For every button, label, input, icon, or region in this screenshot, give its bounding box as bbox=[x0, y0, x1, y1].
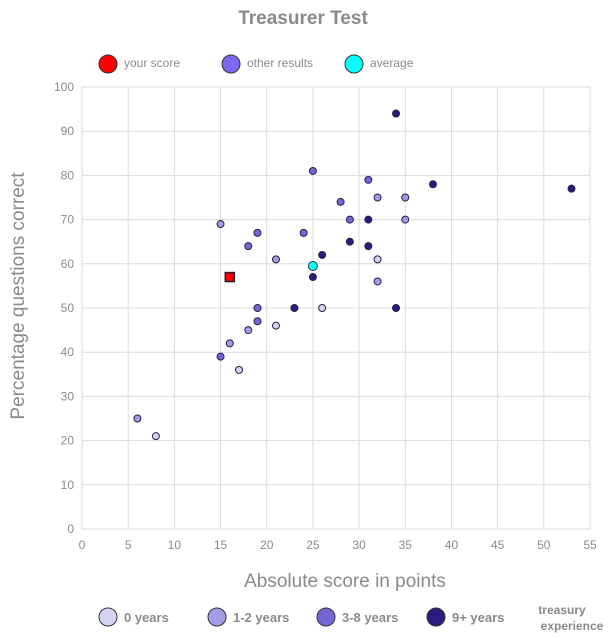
y-tick-label: 10 bbox=[61, 478, 75, 492]
data-point-1-2-years bbox=[133, 414, 142, 423]
x-tick-label: 10 bbox=[168, 538, 182, 552]
x-tick-label: 30 bbox=[352, 538, 366, 552]
x-axis-label: Absolute score in points bbox=[244, 571, 446, 592]
data-point-9-years bbox=[392, 109, 401, 118]
data-point-3-8-years bbox=[253, 317, 262, 326]
data-point-0-years bbox=[373, 255, 382, 264]
data-point-1-2-years bbox=[401, 193, 410, 202]
y-tick-label: 90 bbox=[61, 124, 75, 138]
data-point-3-8-years bbox=[345, 215, 354, 224]
data-point-3-8-years bbox=[308, 166, 317, 175]
legend-marker bbox=[98, 54, 118, 74]
y-tick-label: 60 bbox=[61, 257, 75, 271]
legend-title-line2: experience bbox=[541, 619, 604, 633]
data-point-9-years bbox=[428, 180, 437, 189]
legend-label: average bbox=[370, 56, 414, 70]
data-point-9-years bbox=[345, 237, 354, 246]
data-point-3-8-years bbox=[216, 352, 225, 361]
average-point bbox=[307, 261, 318, 272]
y-tick-label: 40 bbox=[61, 345, 75, 359]
legend-label: other results bbox=[247, 56, 313, 70]
plot-frame bbox=[81, 86, 591, 530]
legend-label: 1-2 years bbox=[233, 610, 289, 625]
legend-label: 3-8 years bbox=[342, 610, 398, 625]
plot-grid bbox=[81, 86, 591, 530]
x-tick-label: 35 bbox=[399, 538, 413, 552]
data-point-9-years bbox=[392, 304, 401, 312]
data-points bbox=[133, 109, 576, 441]
legend-marker bbox=[316, 607, 336, 627]
legend-marker bbox=[98, 607, 118, 627]
data-point-9-years bbox=[290, 304, 299, 312]
data-point-0-years bbox=[318, 304, 327, 312]
y-axis-ticks: 0 10 20 30 40 50 60 70 80 90 100 bbox=[54, 80, 74, 536]
x-tick-label: 40 bbox=[445, 538, 459, 552]
data-point-3-8-years bbox=[253, 228, 262, 237]
legend-marker bbox=[207, 607, 227, 627]
legend-title-line1: treasury bbox=[538, 603, 586, 617]
data-point-9-years bbox=[364, 242, 373, 251]
data-point-9-years bbox=[308, 273, 317, 282]
y-tick-label: 30 bbox=[61, 389, 75, 403]
x-tick-label: 0 bbox=[79, 538, 86, 552]
data-point-1-2-years bbox=[244, 326, 253, 335]
data-point-3-8-years bbox=[364, 175, 373, 184]
data-point-9-years bbox=[364, 215, 373, 224]
x-tick-label: 50 bbox=[537, 538, 551, 552]
x-tick-label: 5 bbox=[125, 538, 132, 552]
y-tick-label: 100 bbox=[54, 80, 74, 94]
data-point-1-2-years bbox=[401, 215, 410, 224]
y-tick-label: 50 bbox=[61, 301, 75, 315]
y-tick-label: 20 bbox=[61, 434, 75, 448]
y-tick-label: 80 bbox=[61, 168, 75, 182]
legend-label: your score bbox=[124, 56, 180, 70]
top-legend: your score other results average bbox=[98, 54, 414, 74]
data-point-9-years bbox=[318, 250, 327, 259]
data-point-3-8-years bbox=[244, 242, 253, 251]
x-tick-label: 20 bbox=[260, 538, 274, 552]
data-point-1-2-years bbox=[373, 277, 382, 286]
x-tick-label: 15 bbox=[214, 538, 228, 552]
x-axis-ticks: 0 5 10 15 20 25 30 35 40 45 50 55 bbox=[79, 538, 597, 552]
data-point-0-years bbox=[235, 365, 244, 374]
data-point-9-years bbox=[567, 184, 576, 193]
data-point-1-2-years bbox=[216, 220, 225, 229]
y-axis-label: Percentage questions correct bbox=[8, 172, 29, 420]
legend-marker bbox=[221, 54, 241, 74]
bottom-legend: 0 years 1-2 years 3-8 years 9+ years bbox=[98, 607, 504, 627]
data-point-3-8-years bbox=[299, 228, 308, 237]
your-score-point bbox=[224, 271, 236, 283]
data-point-1-2-years bbox=[271, 255, 280, 264]
legend-label: 9+ years bbox=[452, 610, 504, 625]
x-tick-label: 55 bbox=[583, 538, 597, 552]
chart-title: Treasurer Test bbox=[238, 8, 368, 29]
x-tick-label: 25 bbox=[306, 538, 320, 552]
legend-marker bbox=[426, 607, 446, 627]
data-point-3-8-years bbox=[253, 304, 262, 312]
data-point-0-years bbox=[271, 321, 280, 330]
data-point-0-years bbox=[151, 432, 160, 441]
data-point-3-8-years bbox=[336, 197, 345, 206]
legend-marker bbox=[344, 54, 364, 74]
y-tick-label: 0 bbox=[67, 522, 74, 536]
legend-label: 0 years bbox=[124, 610, 169, 625]
data-point-1-2-years bbox=[225, 339, 234, 348]
y-tick-label: 70 bbox=[61, 213, 75, 227]
x-tick-label: 45 bbox=[491, 538, 505, 552]
data-point-1-2-years bbox=[373, 193, 382, 202]
